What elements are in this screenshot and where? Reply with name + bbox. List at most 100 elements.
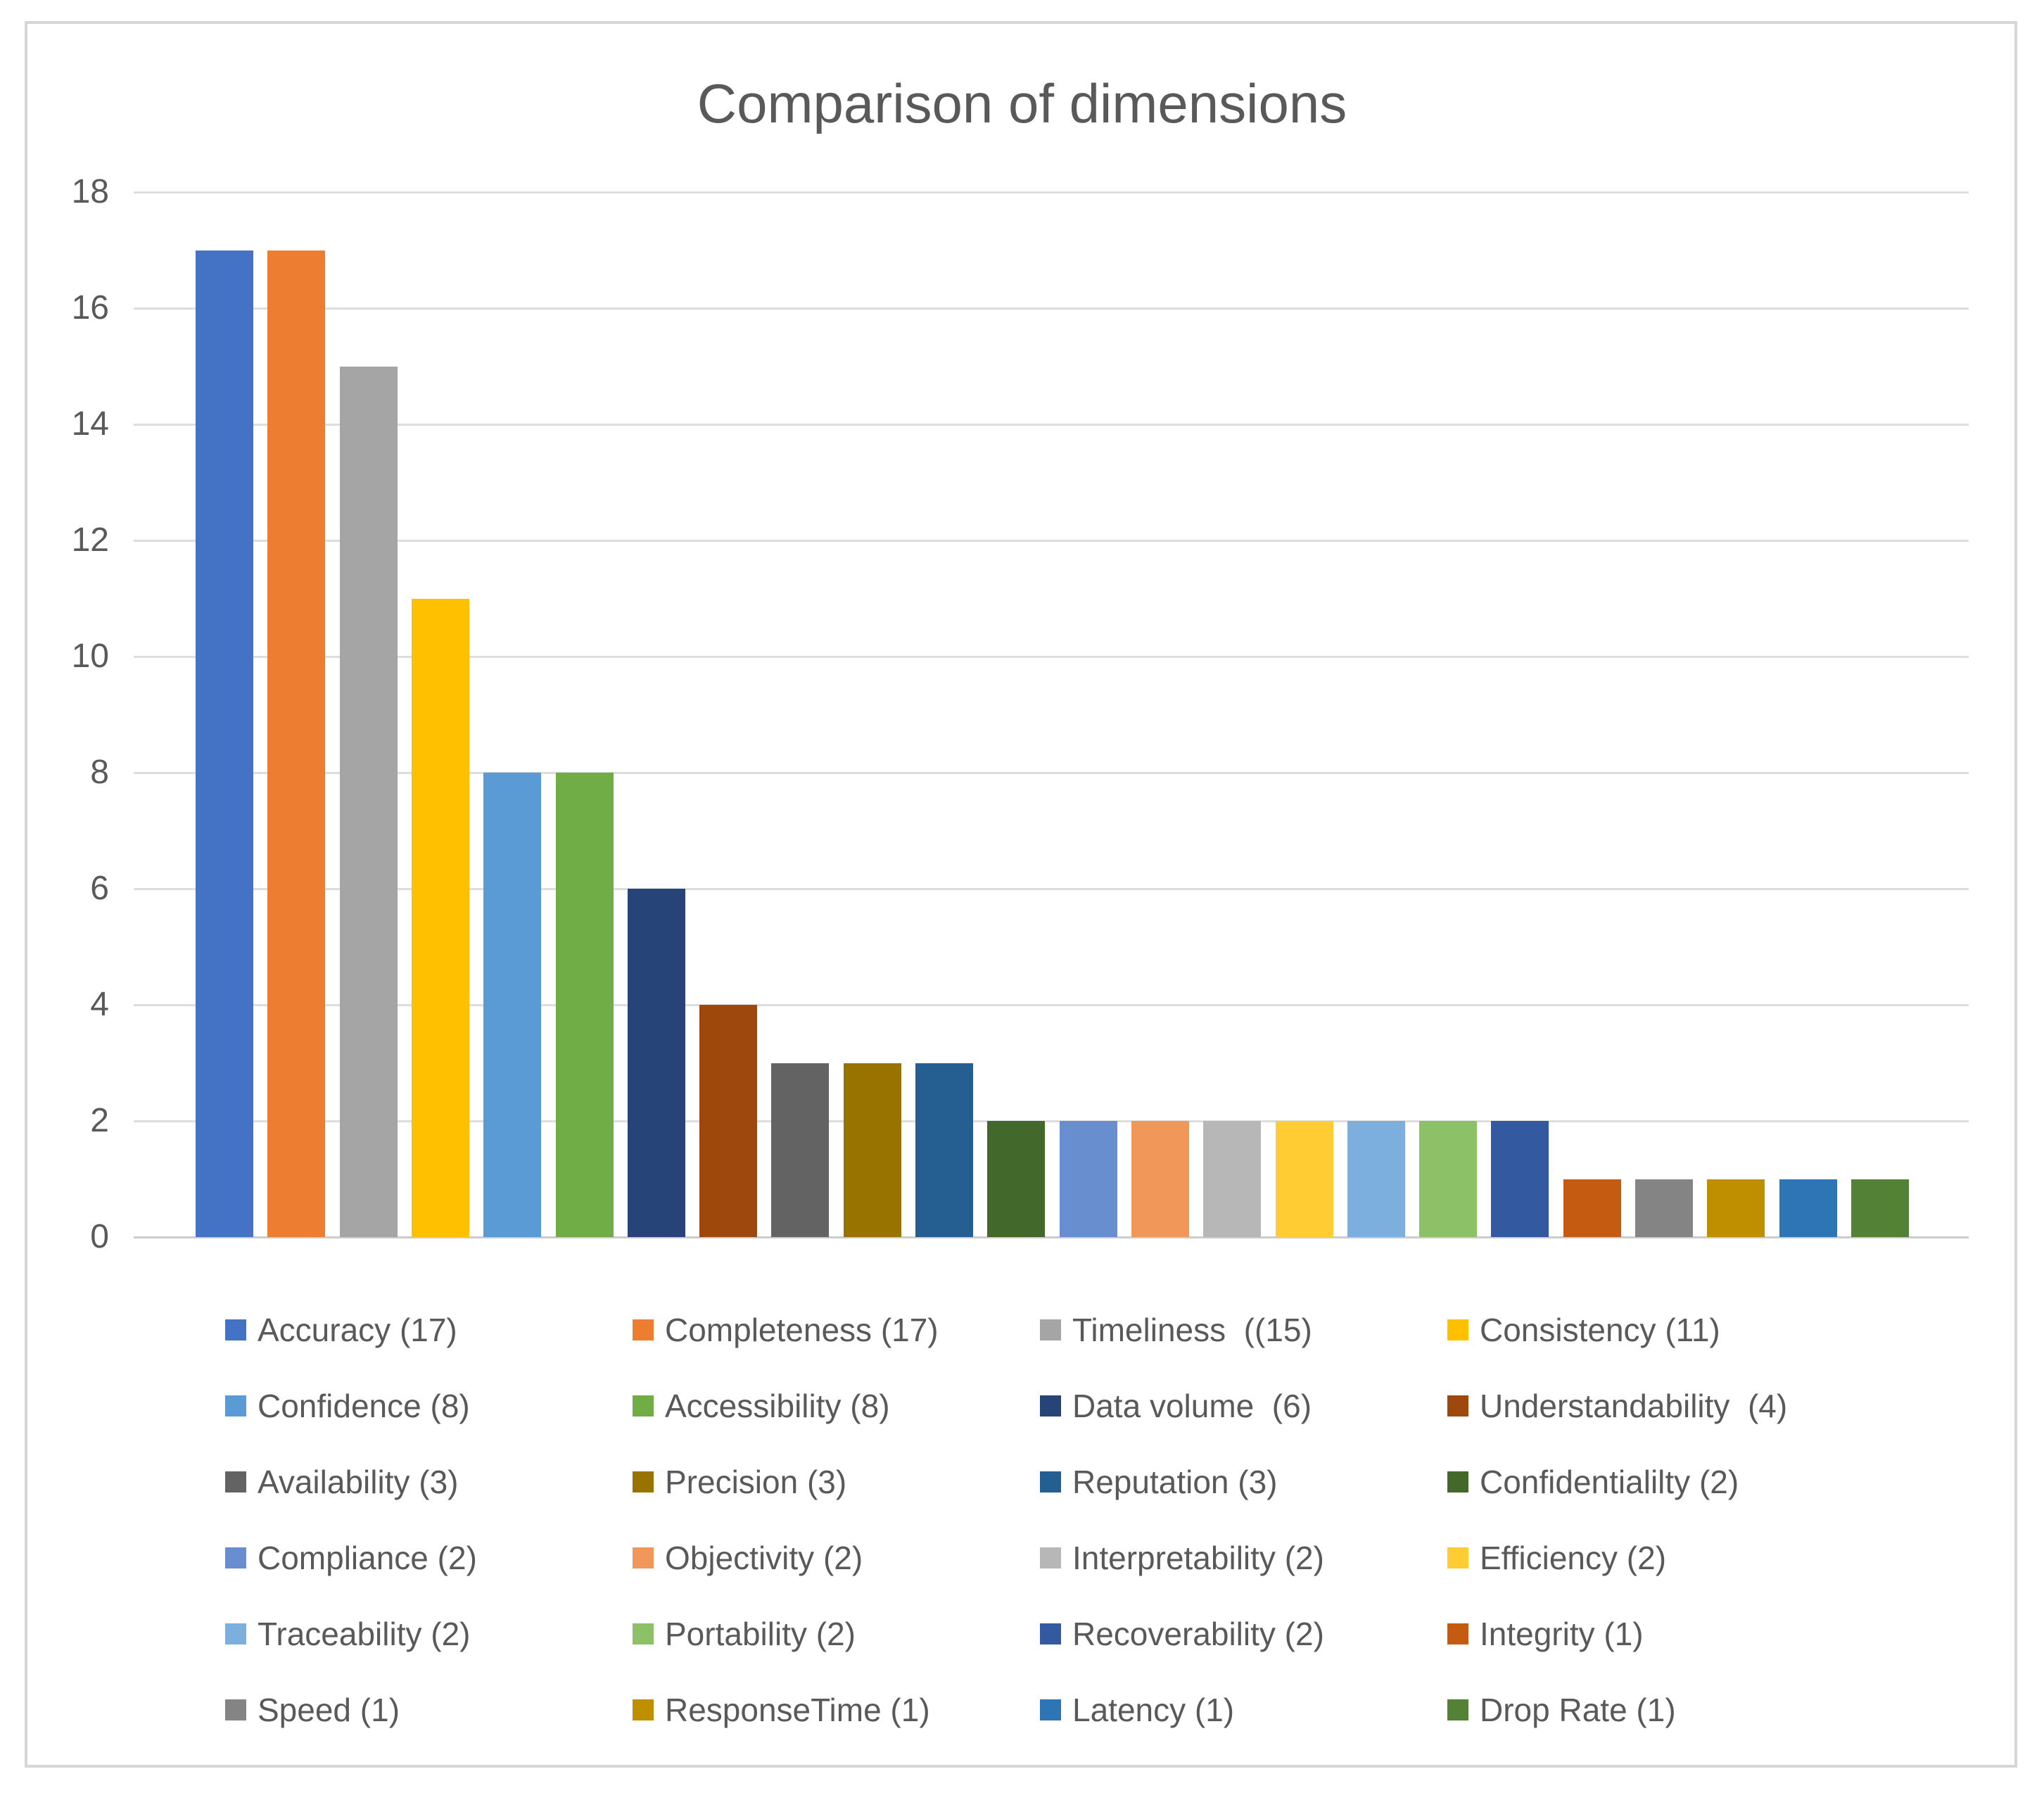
legend-item-responsetime: ResponseTime (1) bbox=[633, 1691, 1040, 1729]
y-tick-label: 18 bbox=[71, 173, 109, 210]
legend-label: Traceability (2) bbox=[258, 1616, 471, 1652]
legend: Accuracy (17) Completeness (17) Timeliness… bbox=[225, 1311, 1914, 1767]
y-gridline bbox=[134, 771, 1969, 774]
legend-label: Efficiency (2) bbox=[1480, 1540, 1667, 1576]
legend-label: Availability (3) bbox=[258, 1464, 459, 1500]
legend-swatch-completeness bbox=[633, 1319, 654, 1341]
bar-consistency bbox=[411, 598, 469, 1237]
bar-objectivity bbox=[1131, 1121, 1189, 1237]
y-tick-label: 10 bbox=[71, 638, 109, 675]
bar-compliance bbox=[1059, 1121, 1117, 1237]
legend-item-completeness: Completeness (17) bbox=[633, 1311, 1040, 1349]
bar-speed bbox=[1635, 1179, 1693, 1237]
legend-swatch-accessibility bbox=[633, 1395, 654, 1416]
y-gridline bbox=[134, 423, 1969, 426]
y-tick-label: 6 bbox=[90, 870, 109, 907]
legend-swatch-recoverability bbox=[1040, 1623, 1061, 1644]
bar-confidentialilty bbox=[987, 1121, 1046, 1237]
legend-item-confidentialilty: Confidentialilty (2) bbox=[1447, 1463, 1914, 1501]
legend-swatch-responsetime bbox=[633, 1699, 654, 1720]
legend-item-interpretability: Interpretability (2) bbox=[1040, 1539, 1447, 1577]
legend-label: Timeliness ((15) bbox=[1072, 1312, 1312, 1348]
legend-item-reputation: Reputation (3) bbox=[1040, 1463, 1447, 1501]
legend-label: Compliance (2) bbox=[258, 1540, 477, 1576]
bar-precision bbox=[843, 1063, 901, 1237]
legend-label: Interpretability (2) bbox=[1072, 1540, 1324, 1576]
legend-swatch-interpretability bbox=[1040, 1547, 1061, 1568]
legend-item-speed: Speed (1) bbox=[225, 1691, 633, 1729]
legend-label: Objectivity (2) bbox=[665, 1540, 863, 1576]
legend-label: Recoverability (2) bbox=[1072, 1616, 1324, 1652]
legend-item-precision: Precision (3) bbox=[633, 1463, 1040, 1501]
y-gridline bbox=[134, 887, 1969, 890]
legend-label: Accuracy (17) bbox=[258, 1312, 457, 1348]
legend-swatch-portability bbox=[633, 1623, 654, 1644]
bar-latency bbox=[1779, 1179, 1837, 1237]
y-tick-label: 0 bbox=[90, 1218, 109, 1255]
legend-label: ResponseTime (1) bbox=[665, 1692, 930, 1728]
legend-swatch-traceability bbox=[225, 1623, 246, 1644]
y-tick-label: 2 bbox=[90, 1102, 109, 1139]
legend-label: Consistency (11) bbox=[1480, 1312, 1720, 1348]
legend-item-efficiency: Efficiency (2) bbox=[1447, 1539, 1914, 1577]
y-gridline bbox=[134, 1120, 1969, 1122]
legend-label: Reputation (3) bbox=[1072, 1464, 1278, 1500]
legend-label: Portability (2) bbox=[665, 1616, 856, 1652]
bar-integrity bbox=[1563, 1179, 1621, 1237]
y-gridline bbox=[134, 655, 1969, 658]
legend-item-portability: Portability (2) bbox=[633, 1615, 1040, 1653]
legend-swatch-confidentialilty bbox=[1447, 1471, 1468, 1492]
legend-label: Drop Rate (1) bbox=[1480, 1692, 1676, 1728]
bar-timeliness bbox=[339, 366, 398, 1237]
legend-item-recoverability: Recoverability (2) bbox=[1040, 1615, 1447, 1653]
plot-area: 0 2 4 6 8 10 12 14 16 18 bbox=[72, 173, 1969, 1255]
legend-label: Confidentialilty (2) bbox=[1480, 1464, 1739, 1500]
bar-data-volume bbox=[627, 889, 685, 1237]
legend-item-compliance: Compliance (2) bbox=[225, 1539, 633, 1577]
bar-confidence bbox=[483, 773, 542, 1237]
y-tick-label: 4 bbox=[90, 986, 109, 1023]
y-tick-label: 16 bbox=[71, 289, 109, 327]
legend-label: Speed (1) bbox=[258, 1692, 400, 1728]
legend-item-availability: Availability (3) bbox=[225, 1463, 633, 1501]
bar-understandability bbox=[699, 1005, 758, 1237]
legend-swatch-consistency bbox=[1447, 1319, 1468, 1341]
y-gridline bbox=[134, 191, 1969, 194]
bar-accessibility bbox=[555, 773, 614, 1237]
bar-interpretability bbox=[1203, 1121, 1262, 1237]
legend-item-consistency: Consistency (11) bbox=[1447, 1311, 1914, 1349]
legend-swatch-precision bbox=[633, 1471, 654, 1492]
bar-recoverability bbox=[1491, 1121, 1549, 1237]
y-tick-label: 8 bbox=[90, 754, 109, 791]
bar-responsetime bbox=[1707, 1179, 1765, 1237]
bar-efficiency bbox=[1275, 1121, 1333, 1237]
y-gridline bbox=[134, 307, 1969, 310]
legend-item-understandability: Understandability (4) bbox=[1447, 1387, 1914, 1425]
y-gridline bbox=[134, 539, 1969, 542]
y-tick-label: 14 bbox=[71, 405, 109, 443]
legend-item-traceability: Traceability (2) bbox=[225, 1615, 633, 1653]
legend-item-latency: Latency (1) bbox=[1040, 1691, 1447, 1729]
legend-label: Completeness (17) bbox=[665, 1312, 939, 1348]
legend-label: Integrity (1) bbox=[1480, 1616, 1644, 1652]
legend-item-integrity: Integrity (1) bbox=[1447, 1615, 1914, 1653]
x-axis-line bbox=[134, 1236, 1969, 1238]
bar-drop-rate bbox=[1851, 1179, 1909, 1237]
y-gridline bbox=[134, 1003, 1969, 1006]
chart-title: Comparison of dimensions bbox=[697, 72, 1347, 134]
legend-swatch-compliance bbox=[225, 1547, 246, 1568]
legend-label: Confidence (8) bbox=[258, 1388, 470, 1424]
bar-accuracy bbox=[196, 250, 253, 1237]
bar-portability bbox=[1419, 1121, 1478, 1237]
legend-swatch-reputation bbox=[1040, 1471, 1061, 1492]
legend-swatch-latency bbox=[1040, 1699, 1061, 1720]
legend-label: Understandability (4) bbox=[1480, 1388, 1788, 1424]
legend-swatch-drop-rate bbox=[1447, 1699, 1468, 1720]
legend-swatch-understandability bbox=[1447, 1395, 1468, 1416]
bar-completeness bbox=[267, 250, 326, 1237]
legend-swatch-integrity bbox=[1447, 1623, 1468, 1644]
legend-label: Precision (3) bbox=[665, 1464, 847, 1500]
bar-reputation bbox=[915, 1063, 973, 1237]
legend-swatch-availability bbox=[225, 1471, 246, 1492]
legend-label: Data volume (6) bbox=[1072, 1388, 1312, 1424]
